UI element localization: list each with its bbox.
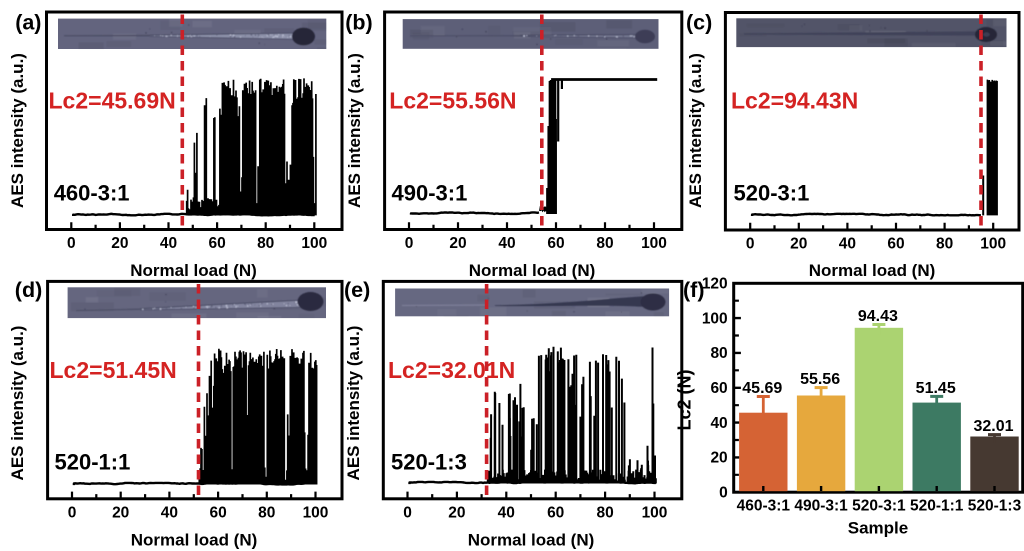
svg-text:40: 40 xyxy=(498,504,515,521)
svg-text:100: 100 xyxy=(303,504,329,521)
svg-text:Normal load (N): Normal load (N) xyxy=(468,530,595,549)
svg-text:100: 100 xyxy=(702,310,728,327)
svg-text:60: 60 xyxy=(547,235,564,252)
svg-text:20: 20 xyxy=(111,235,128,252)
svg-text:20: 20 xyxy=(790,236,807,253)
svg-text:94.43: 94.43 xyxy=(858,308,898,325)
svg-text:80: 80 xyxy=(710,345,727,362)
svg-text:Normal load (N): Normal load (N) xyxy=(131,530,258,549)
svg-text:Lc2=45.69N: Lc2=45.69N xyxy=(49,88,176,114)
svg-text:(e): (e) xyxy=(344,278,370,302)
svg-text:100: 100 xyxy=(301,235,327,252)
svg-text:460-3:1: 460-3:1 xyxy=(737,498,791,515)
svg-text:80: 80 xyxy=(596,235,613,252)
svg-text:0: 0 xyxy=(68,504,77,521)
svg-text:80: 80 xyxy=(936,236,953,253)
svg-text:0: 0 xyxy=(405,235,414,252)
svg-text:Lc2=32.01N: Lc2=32.01N xyxy=(388,357,515,383)
svg-text:100: 100 xyxy=(980,236,1006,253)
svg-text:60: 60 xyxy=(710,380,727,397)
svg-text:80: 80 xyxy=(257,235,274,252)
svg-text:120: 120 xyxy=(702,276,728,293)
svg-text:520-1:1: 520-1:1 xyxy=(910,498,964,515)
svg-text:AES intensity (a.u.): AES intensity (a.u.) xyxy=(686,53,705,208)
svg-text:Normal load (N): Normal load (N) xyxy=(809,261,936,280)
svg-text:60: 60 xyxy=(209,504,226,521)
svg-text:80: 80 xyxy=(596,504,613,521)
svg-text:(f): (f) xyxy=(683,278,704,302)
svg-text:520-3:1: 520-3:1 xyxy=(734,180,810,205)
svg-text:45.69: 45.69 xyxy=(742,380,782,397)
svg-text:Sample: Sample xyxy=(848,519,908,538)
svg-text:32.01: 32.01 xyxy=(973,418,1013,435)
svg-text:40: 40 xyxy=(710,415,727,432)
svg-text:40: 40 xyxy=(839,236,856,253)
svg-text:(a): (a) xyxy=(15,11,41,35)
svg-text:AES intensity (a.u.): AES intensity (a.u.) xyxy=(345,53,364,208)
svg-text:40: 40 xyxy=(498,235,515,252)
svg-text:40: 40 xyxy=(161,504,178,521)
svg-text:60: 60 xyxy=(208,235,225,252)
svg-text:100: 100 xyxy=(642,504,668,521)
svg-text:0: 0 xyxy=(67,235,76,252)
svg-text:40: 40 xyxy=(160,235,177,252)
svg-text:(c): (c) xyxy=(686,11,712,35)
svg-text:51.45: 51.45 xyxy=(916,380,956,397)
svg-text:490-3:1: 490-3:1 xyxy=(392,180,468,205)
svg-text:60: 60 xyxy=(547,504,564,521)
svg-text:20: 20 xyxy=(710,450,727,467)
svg-text:0: 0 xyxy=(403,504,412,521)
svg-text:Lc2=55.56N: Lc2=55.56N xyxy=(389,88,516,114)
svg-text:Lc2=94.43N: Lc2=94.43N xyxy=(731,88,858,114)
svg-text:(b): (b) xyxy=(345,11,372,35)
svg-text:60: 60 xyxy=(887,236,904,253)
svg-text:100: 100 xyxy=(641,235,667,252)
svg-text:520-1:1: 520-1:1 xyxy=(55,450,131,475)
svg-text:(d): (d) xyxy=(15,278,42,302)
svg-text:0: 0 xyxy=(746,236,755,253)
svg-text:Normal load (N): Normal load (N) xyxy=(130,261,257,280)
svg-text:520-3:1: 520-3:1 xyxy=(852,498,906,515)
svg-text:Lc2=51.45N: Lc2=51.45N xyxy=(50,357,177,383)
svg-text:AES intensity (a.u.): AES intensity (a.u.) xyxy=(8,53,27,208)
svg-text:0: 0 xyxy=(719,485,728,502)
svg-text:AES intensity (a.u.): AES intensity (a.u.) xyxy=(344,326,363,481)
svg-text:20: 20 xyxy=(449,235,466,252)
svg-text:460-3:1: 460-3:1 xyxy=(54,180,130,205)
svg-text:520-1:3: 520-1:3 xyxy=(391,450,467,475)
svg-text:80: 80 xyxy=(258,504,275,521)
svg-text:490-3:1: 490-3:1 xyxy=(794,498,848,515)
svg-text:55.56: 55.56 xyxy=(800,371,840,388)
svg-text:520-1:3: 520-1:3 xyxy=(968,498,1022,515)
svg-text:AES intensity (a.u.): AES intensity (a.u.) xyxy=(8,326,27,481)
svg-text:Lc2 (N): Lc2 (N) xyxy=(675,369,695,430)
svg-text:20: 20 xyxy=(112,504,129,521)
svg-text:20: 20 xyxy=(448,504,465,521)
svg-text:Normal load (N): Normal load (N) xyxy=(469,261,596,280)
